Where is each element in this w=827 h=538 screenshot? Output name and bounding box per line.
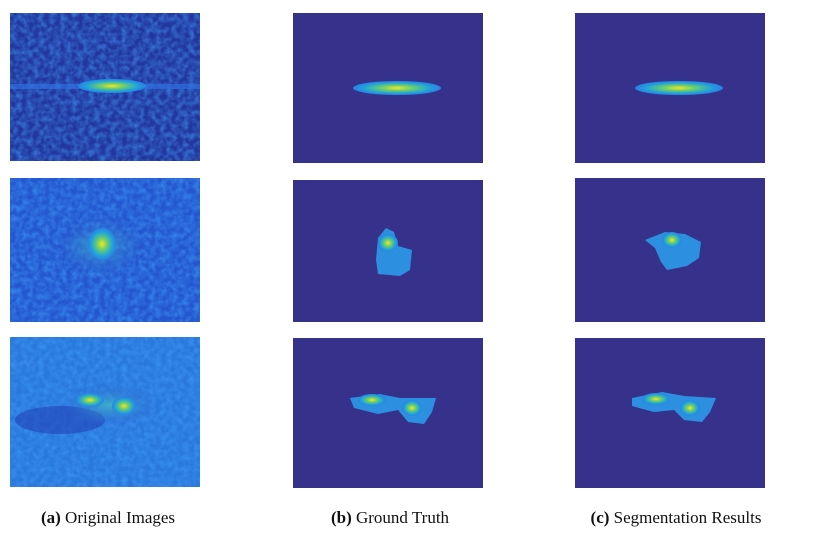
image-grid bbox=[0, 0, 827, 500]
ground-truth-mask bbox=[293, 13, 483, 163]
ground-truth-mask bbox=[293, 180, 483, 322]
caption: (a) Original Images bbox=[41, 508, 175, 528]
caption-text: Original Images bbox=[65, 508, 175, 527]
ground-truth-mask bbox=[293, 338, 483, 488]
caption-label: (c) bbox=[591, 508, 610, 527]
caption-label: (a) bbox=[41, 508, 61, 527]
caption-text: Segmentation Results bbox=[614, 508, 762, 527]
segmentation-mask bbox=[575, 178, 765, 322]
figure: (a) Original Images (b) Ground Truth (c)… bbox=[0, 0, 827, 538]
original-image bbox=[10, 178, 200, 322]
segmentation-mask bbox=[575, 338, 765, 488]
caption: (b) Ground Truth bbox=[331, 508, 449, 528]
original-image bbox=[10, 337, 200, 487]
caption-label: (b) bbox=[331, 508, 352, 527]
caption-text: Ground Truth bbox=[356, 508, 449, 527]
original-image bbox=[10, 13, 200, 161]
segmentation-mask bbox=[575, 13, 765, 163]
caption: (c) Segmentation Results bbox=[591, 508, 762, 528]
